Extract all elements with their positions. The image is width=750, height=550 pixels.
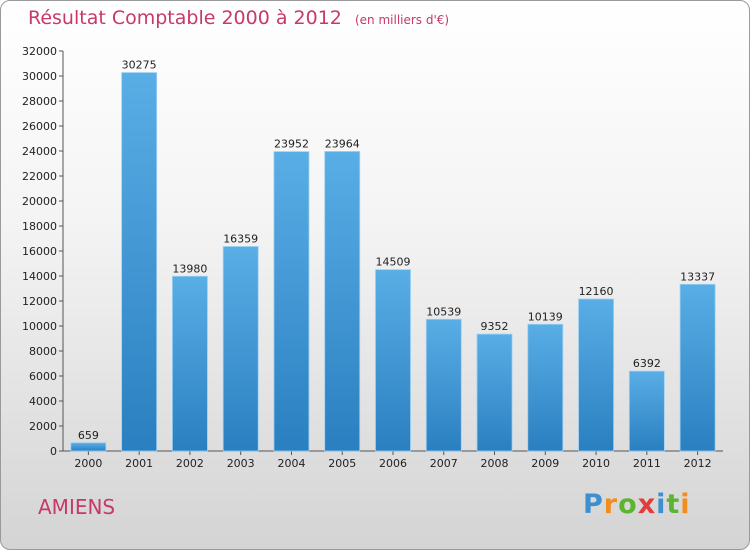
y-tick-label: 4000 [29, 395, 57, 408]
x-tick-label: 2006 [379, 457, 407, 470]
logo-letter: o [618, 489, 638, 520]
logo-letter: t [666, 489, 681, 520]
x-tick-label: 2000 [74, 457, 102, 470]
logo-letter: r [603, 489, 619, 520]
x-tick-label: 2005 [328, 457, 356, 470]
x-tick-label: 2007 [430, 457, 458, 470]
chart-subtitle: (en milliers d'€) [354, 13, 450, 27]
x-tick-label: 2009 [531, 457, 559, 470]
y-tick-label: 32000 [22, 45, 57, 58]
y-tick-label: 28000 [22, 95, 57, 108]
y-tick-label: 30000 [22, 70, 57, 83]
bar-2005 [324, 151, 361, 452]
y-tick-label: 14000 [22, 270, 57, 283]
data-label: 13980 [172, 262, 207, 275]
bar-2009 [527, 323, 564, 452]
data-label: 659 [78, 429, 99, 442]
y-tick-label: 12000 [22, 295, 57, 308]
x-tick-label: 2002 [176, 457, 204, 470]
bar-2001 [121, 72, 158, 452]
y-tick-label: 26000 [22, 120, 57, 133]
x-tick-label: 2001 [125, 457, 153, 470]
data-label: 10139 [528, 310, 563, 323]
proxiti-logo: Proxiti [583, 489, 691, 520]
y-tick-label: 22000 [22, 170, 57, 183]
bar-2011 [628, 370, 665, 452]
data-label: 9352 [481, 320, 509, 333]
logo-letter: P [583, 489, 604, 520]
city-name: AMIENS [38, 495, 116, 519]
x-tick-label: 2012 [684, 457, 712, 470]
data-label: 13337 [680, 270, 715, 283]
bar-2010 [578, 298, 614, 452]
data-label: 16359 [223, 233, 258, 246]
y-tick-label: 16000 [22, 245, 57, 258]
x-tick-label: 2004 [277, 457, 305, 470]
data-label: 10539 [426, 305, 461, 318]
y-tick-label: 24000 [22, 145, 57, 158]
y-tick-label: 0 [50, 445, 57, 458]
bar-2002 [172, 275, 208, 452]
bar-2007 [425, 318, 462, 452]
bar-2003 [222, 246, 259, 452]
y-tick-label: 6000 [29, 370, 57, 383]
chart-title: Résultat Comptable 2000 à 2012 [28, 7, 342, 29]
data-label: 23952 [274, 138, 309, 151]
chart-title-row: Résultat Comptable 2000 à 2012 (en milli… [28, 7, 449, 29]
y-tick-label: 8000 [29, 345, 57, 358]
data-label: 30275 [122, 59, 157, 72]
bar-2000 [70, 442, 107, 452]
data-label: 6392 [633, 357, 661, 370]
x-tick-label: 2003 [227, 457, 255, 470]
bar-2008 [476, 333, 513, 452]
bar-2012 [679, 283, 716, 452]
x-tick-label: 2011 [633, 457, 661, 470]
logo-letter: i [680, 489, 691, 520]
bar-2006 [375, 269, 411, 452]
data-label: 23964 [325, 137, 360, 150]
data-label: 14509 [376, 256, 411, 269]
y-tick-label: 10000 [22, 320, 57, 333]
x-tick-label: 2010 [582, 457, 610, 470]
y-tick-label: 2000 [29, 420, 57, 433]
logo-letter: i [656, 489, 667, 520]
y-tick-label: 20000 [22, 195, 57, 208]
logo-letter: x [637, 489, 657, 520]
data-label: 12160 [579, 285, 614, 298]
bar-2004 [273, 151, 310, 452]
y-tick-label: 18000 [22, 220, 57, 233]
x-tick-label: 2008 [481, 457, 509, 470]
